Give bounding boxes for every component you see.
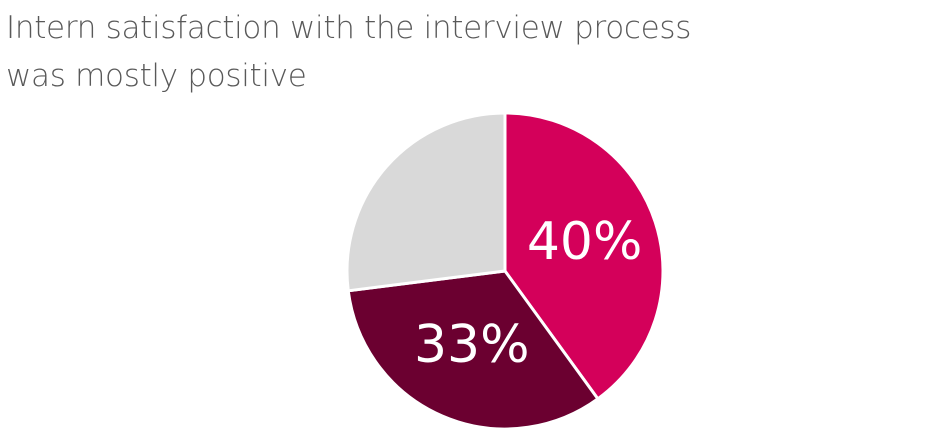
chart-title: Intern satisfaction with the interview p…	[6, 10, 692, 94]
pie-slice	[503, 111, 665, 401]
value-label: 40%	[527, 212, 643, 272]
pie-slice	[345, 111, 507, 293]
pie-slice	[346, 269, 600, 431]
value-label: 33%	[414, 315, 530, 375]
